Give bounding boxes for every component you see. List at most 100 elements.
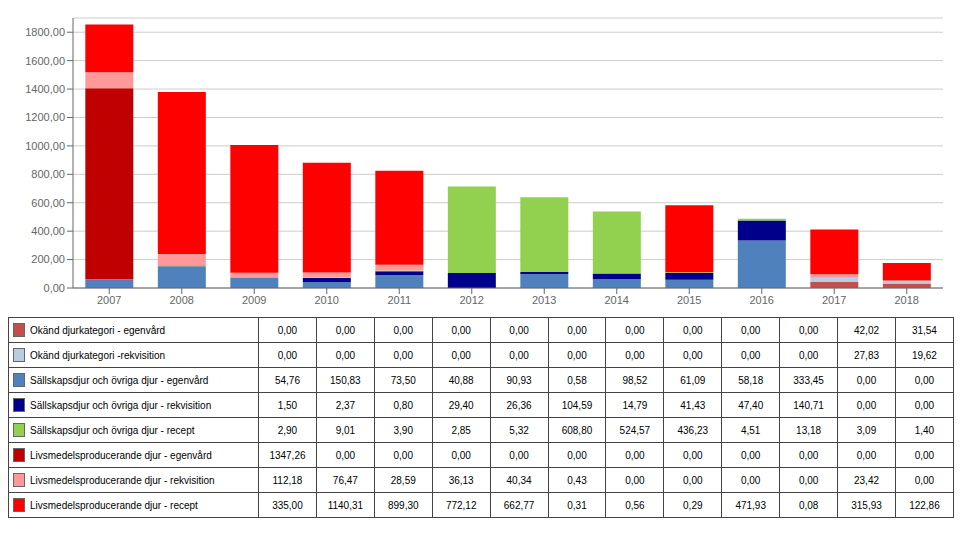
- html-text:2,85: 2,85: [451, 424, 471, 436]
- svg-text:600,00: 600,00: [31, 197, 65, 209]
- html-text:0,00: 0,00: [914, 449, 935, 461]
- html-text:0,00: 0,00: [393, 349, 413, 361]
- html-text:1,40: 1,40: [914, 424, 935, 436]
- html-text:9,01: 9,01: [335, 424, 356, 436]
- svg-text:1000,00: 1000,00: [25, 140, 65, 152]
- html-text:0,00: 0,00: [335, 449, 356, 461]
- html-text:3,09: 3,09: [856, 424, 877, 436]
- html-text:0,00: 0,00: [741, 349, 761, 361]
- html-text:0,00: 0,00: [856, 374, 877, 386]
- svg-text:1400,00: 1400,00: [25, 83, 65, 95]
- svg-text:800,00: 800,00: [31, 168, 65, 180]
- html-text:0,00: 0,00: [625, 449, 645, 461]
- html-text:0,00: 0,00: [683, 449, 703, 461]
- html-text:0,00: 0,00: [741, 449, 761, 461]
- html-text:Okänd djurkategori -rekvisitio: Okänd djurkategori -rekvisition: [30, 349, 166, 361]
- html-text:0,00: 0,00: [451, 324, 471, 336]
- html-text:Okänd djurkategori - egenvård: Okänd djurkategori - egenvård: [30, 324, 166, 336]
- html-text:2,37: 2,37: [335, 399, 356, 411]
- html-text:0,00: 0,00: [451, 449, 471, 461]
- html-text:104,59: 104,59: [561, 399, 593, 411]
- html-text:140,71: 140,71: [793, 399, 824, 411]
- html-text:0,00: 0,00: [798, 324, 819, 336]
- html-text:0,00: 0,00: [393, 324, 413, 336]
- html-text:54,76: 54,76: [274, 374, 300, 386]
- html-text:Livsmedelsproducerande djur -: Livsmedelsproducerande djur - egenvård: [30, 449, 212, 461]
- html-text:333,45: 333,45: [793, 374, 824, 386]
- html-text:0,00: 0,00: [683, 324, 703, 336]
- svg-text:2015: 2015: [677, 294, 701, 306]
- html-text:0,00: 0,00: [856, 399, 877, 411]
- html-text:4,51: 4,51: [741, 424, 761, 436]
- html-text:3,90: 3,90: [393, 424, 413, 436]
- svg-text:1800,00: 1800,00: [25, 26, 65, 38]
- html-text:42,02: 42,02: [854, 324, 879, 336]
- html-text:0,00: 0,00: [451, 349, 471, 361]
- html-text:73,50: 73,50: [390, 374, 416, 386]
- html-text:0,00: 0,00: [335, 349, 356, 361]
- html-text:0,00: 0,00: [856, 449, 877, 461]
- html-text:0,00: 0,00: [277, 324, 298, 336]
- svg-text:2013: 2013: [532, 294, 556, 306]
- html-text:0,00: 0,00: [625, 349, 645, 361]
- html-text:29,40: 29,40: [448, 399, 474, 411]
- svg-text:2012: 2012: [460, 294, 484, 306]
- svg-text:200,00: 200,00: [31, 253, 65, 265]
- html-text:0,00: 0,00: [509, 324, 529, 336]
- html-text:31,54: 31,54: [911, 324, 937, 336]
- svg-text:2008: 2008: [170, 294, 194, 306]
- html-text:0,00: 0,00: [625, 324, 645, 336]
- svg-text:2016: 2016: [750, 294, 774, 306]
- svg-text:2009: 2009: [242, 294, 266, 306]
- html-text:0,00: 0,00: [393, 449, 413, 461]
- svg-text:400,00: 400,00: [31, 225, 65, 237]
- html-text:0,00: 0,00: [277, 349, 298, 361]
- html-text:98,52: 98,52: [622, 374, 648, 386]
- html-text:0,58: 0,58: [567, 374, 587, 386]
- svg-text:2017: 2017: [822, 294, 846, 306]
- svg-text:2011: 2011: [387, 294, 411, 306]
- html-text:0,00: 0,00: [741, 324, 761, 336]
- svg-text:2018: 2018: [895, 294, 919, 306]
- html-text:150,83: 150,83: [330, 374, 361, 386]
- html-text:0,00: 0,00: [509, 449, 529, 461]
- html-text:0,80: 0,80: [393, 399, 413, 411]
- html-text:1,50: 1,50: [277, 399, 298, 411]
- html-text:26,36: 26,36: [506, 399, 532, 411]
- html-text:90,93: 90,93: [506, 374, 532, 386]
- html-text:Sällskapsdjur och övriga djur: Sällskapsdjur och övriga djur - recept: [30, 424, 195, 436]
- html-text:Sällskapsdjur och övriga djur: Sällskapsdjur och övriga djur - egenvård: [30, 374, 209, 386]
- html-text:608,80: 608,80: [561, 424, 593, 436]
- html-text:0,00: 0,00: [914, 399, 935, 411]
- html-text:0,00: 0,00: [567, 449, 587, 461]
- html-text:0,00: 0,00: [335, 324, 356, 336]
- html-text:0,00: 0,00: [798, 449, 819, 461]
- html-text:13,18: 13,18: [796, 424, 822, 436]
- html-text:Sällskapsdjur och övriga djur: Sällskapsdjur och övriga djur - rekvisit…: [30, 399, 212, 411]
- html-text:14,79: 14,79: [622, 399, 648, 411]
- svg-text:1200,00: 1200,00: [25, 111, 65, 123]
- html-text:0,00: 0,00: [509, 349, 529, 361]
- svg-text:1600,00: 1600,00: [25, 55, 65, 67]
- html-text:0,00: 0,00: [683, 349, 703, 361]
- html-text:0,00: 0,00: [798, 349, 819, 361]
- html-text:2,90: 2,90: [277, 424, 298, 436]
- html-text:1347,26: 1347,26: [269, 449, 306, 461]
- html-text:41,43: 41,43: [680, 399, 706, 411]
- html-text:436,23: 436,23: [677, 424, 709, 436]
- html-text:27,83: 27,83: [854, 349, 879, 361]
- html-text:524,57: 524,57: [619, 424, 651, 436]
- html-text:0,00: 0,00: [567, 324, 587, 336]
- html-text:0,00: 0,00: [567, 349, 587, 361]
- svg-text:2007: 2007: [97, 294, 121, 306]
- html-text:0,00: 0,00: [914, 374, 935, 386]
- html-text:19,62: 19,62: [911, 349, 937, 361]
- svg-text:2010: 2010: [315, 294, 339, 306]
- svg-text:2014: 2014: [605, 294, 629, 306]
- html-text:61,09: 61,09: [680, 374, 706, 386]
- html-text:58,18: 58,18: [738, 374, 764, 386]
- html-text:40,88: 40,88: [448, 374, 474, 386]
- html-text:47,40: 47,40: [738, 399, 764, 411]
- html-text:5,32: 5,32: [509, 424, 529, 436]
- svg-text:0,00: 0,00: [44, 282, 65, 294]
